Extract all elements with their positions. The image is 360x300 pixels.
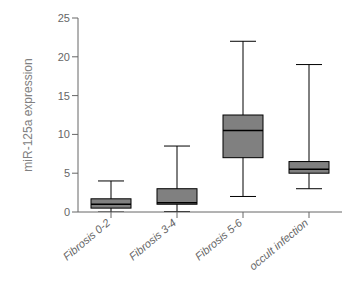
svg-text:20: 20: [58, 51, 70, 63]
svg-text:15: 15: [58, 90, 70, 102]
svg-text:0: 0: [64, 206, 70, 218]
svg-text:Fibrosis 3-4: Fibrosis 3-4: [127, 216, 179, 262]
svg-text:25: 25: [58, 12, 70, 24]
svg-text:5: 5: [64, 167, 70, 179]
svg-text:occult infection: occult infection: [247, 216, 310, 272]
svg-text:Fibrosis 0-2: Fibrosis 0-2: [61, 216, 113, 262]
svg-text:miR-125a expression: miR-125a expression: [21, 58, 35, 171]
svg-text:Fibrosis 5-6: Fibrosis 5-6: [193, 216, 245, 263]
svg-text:10: 10: [58, 128, 70, 140]
